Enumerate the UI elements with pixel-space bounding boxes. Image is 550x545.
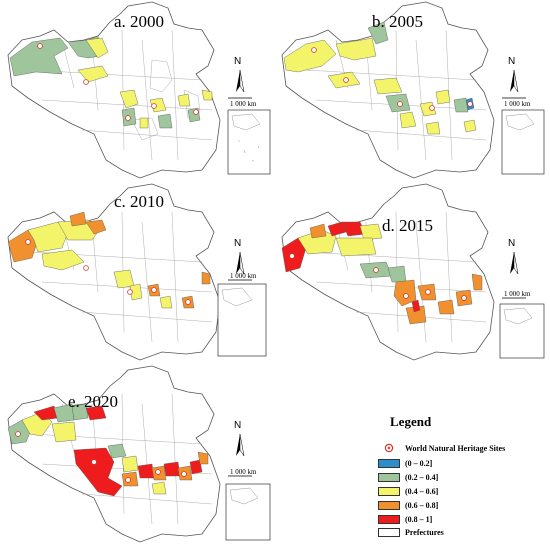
north-letter: N [234, 420, 242, 431]
north-letter: N [234, 238, 242, 249]
map-panel-2020: e. 2020 N 1 000 km [2, 364, 274, 544]
china-map-2005 [281, 1, 545, 179]
map-panel-2010: c. 2010 N 1 000 km [2, 182, 274, 362]
north-letter: N [508, 238, 516, 249]
panel-title: d. 2015 [382, 216, 433, 235]
legend-swatch [378, 458, 400, 468]
panel-title: b. 2005 [372, 12, 423, 31]
north-letter: N [508, 56, 516, 67]
inset-box [227, 109, 271, 175]
legend-item-class-2: (0.2 – 0.4] [378, 471, 438, 483]
panel-title: a. 2000 [114, 12, 165, 31]
legend-swatch [378, 472, 400, 482]
legend-item-class-3: (0.4 – 0.6] [378, 485, 438, 497]
legend-title: Legend [390, 414, 432, 429]
legend-swatch [378, 500, 400, 510]
inset-box [217, 283, 267, 357]
china-map-2020 [7, 365, 271, 543]
panel-title: e. 2020 [68, 392, 119, 411]
map-panel-2005: b. 2005 N 1 000 km [276, 0, 548, 180]
legend-item-heritage: World Natural Heritage Sites [378, 442, 505, 454]
legend-item-prefectures: Prefectures [378, 526, 444, 538]
legend-item-class-1: (0 – 0.2] [378, 457, 432, 469]
legend-label: (0.4 – 0.6] [405, 486, 439, 496]
legend-item-class-5: (0.8 – 1] [378, 513, 432, 525]
north-letter: N [234, 56, 242, 67]
heritage-site-icon [378, 442, 400, 454]
china-map-2010 [7, 183, 267, 361]
legend-swatch [378, 527, 400, 537]
map-panel-2000: a. 2000 N 1 000 km [2, 0, 274, 180]
legend-swatch [378, 486, 400, 496]
legend-item-class-4: (0.6 – 0.8] [378, 499, 438, 511]
scale-label: 1 000 km [230, 468, 257, 476]
north-arrow [236, 69, 245, 93]
scale-label: 1 000 km [504, 290, 531, 298]
map-panel-2015: d. 2015 N 1 000 km [276, 182, 548, 362]
inset-box [225, 483, 271, 541]
china-map-2015 [281, 183, 545, 361]
scale-label: 1 000 km [230, 100, 257, 108]
legend-label: World Natural Heritage Sites [405, 443, 506, 453]
legend-swatch [378, 514, 400, 524]
legend-label: (0.8 – 1] [405, 514, 433, 524]
panel-title: c. 2010 [114, 192, 165, 211]
scale-label: 1 000 km [230, 272, 257, 280]
inset-box [501, 109, 545, 175]
map-legend: Legend World Natural Heritage Sites (0 –… [378, 408, 546, 538]
inset-box [499, 303, 545, 359]
china-map-2000 [7, 1, 271, 179]
legend-label: (0 – 0.2] [405, 458, 433, 468]
scale-label: 1 000 km [504, 100, 531, 108]
legend-label: (0.6 – 0.8] [405, 500, 439, 510]
legend-label: (0.2 – 0.4] [405, 472, 439, 482]
legend-label: Prefectures [405, 527, 444, 537]
